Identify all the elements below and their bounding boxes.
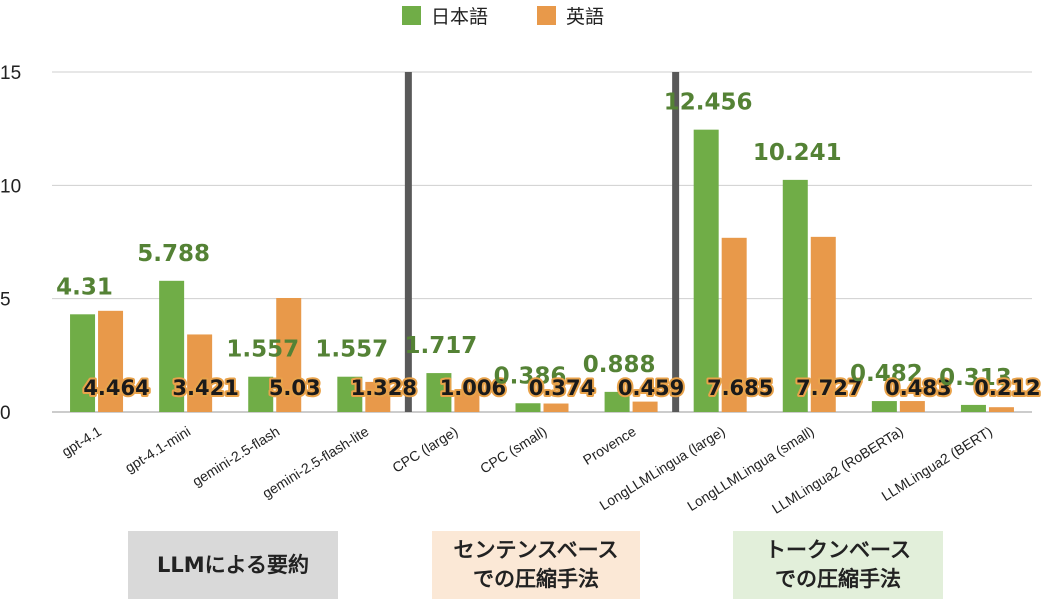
group-label-llm-summary: LLMによる要約 [128, 531, 338, 599]
bar-ja [604, 391, 630, 412]
y-tick-label: 10 [0, 176, 21, 197]
legend-label-en: 英語 [566, 6, 604, 28]
data-label-en: 7.727 [796, 376, 862, 400]
bar-en [721, 237, 747, 412]
data-labels: 4.31 4.464 5.788 3.421 1.557 5.03 1.557 1.328 1.… [56, 90, 1042, 402]
x-tick-label: Provence [580, 423, 639, 468]
bar-en [988, 407, 1014, 412]
data-label-ja: 1.717 [405, 333, 478, 359]
bar-en [187, 334, 213, 412]
data-label-en: 3.421 [172, 376, 238, 400]
data-label-ja: 0.313 [939, 365, 1012, 391]
bar-ja [693, 129, 719, 412]
data-label-ja: 12.456 [664, 90, 753, 116]
bar-ja [871, 401, 897, 412]
bar-ja [70, 314, 96, 412]
bars [70, 129, 1014, 412]
data-label-ja: 0.482 [850, 361, 923, 387]
bar-ja [426, 373, 452, 412]
data-label-en: 0.483 [885, 376, 951, 400]
y-tick-label: 5 [0, 290, 11, 311]
data-label-en: 0.459 [618, 376, 684, 400]
x-tick-label: CPC (small) [477, 423, 549, 477]
legend-swatch-ja [402, 6, 421, 25]
separators [404, 72, 680, 412]
x-tick-label: gpt-4.1 [59, 423, 105, 460]
x-tick-label: gemini-2.5-flash [189, 423, 282, 489]
group-label-sentence-based: センテンスベース での圧縮手法 [432, 531, 640, 599]
data-label-ja: 10.241 [753, 140, 842, 166]
data-label-ja: 0.888 [583, 352, 656, 378]
data-label-en: 1.006 [440, 376, 506, 400]
data-label-en: 0.212 [974, 376, 1040, 400]
data-label-ja: 0.386 [494, 363, 567, 389]
x-tick-label: gpt-4.1-mini [122, 423, 193, 476]
y-tick-label: 15 [0, 63, 21, 84]
y-axis: 0 5 10 15 [0, 63, 21, 424]
legend-label-ja: 日本語 [431, 6, 488, 28]
data-label-en: 5.03 [269, 376, 321, 400]
data-label-en: 7.685 [707, 376, 773, 400]
bar-en [632, 401, 658, 412]
data-label-en: 4.464 [83, 376, 149, 400]
x-tick-label: CPC (large) [389, 423, 460, 476]
data-label-en: 1.328 [351, 376, 417, 400]
data-label-ja: 1.557 [226, 337, 299, 363]
x-axis: gpt-4.1 gpt-4.1-minigemini-2.5-flashgemin… [59, 423, 995, 517]
data-label-ja: 4.31 [56, 274, 113, 300]
y-tick-label: 0 [0, 403, 11, 424]
legend-swatch-en [537, 6, 556, 25]
bar-ja [782, 179, 808, 412]
bar-en [454, 389, 480, 412]
bar-ja [515, 403, 541, 412]
legend: 日本語 英語 [402, 6, 604, 28]
bar-en [543, 403, 569, 412]
bar-ja [337, 376, 363, 412]
bar-ja [960, 404, 986, 412]
bar-en [899, 401, 925, 412]
data-label-ja: 1.557 [315, 337, 388, 363]
bar-en [98, 310, 124, 412]
data-label-en: 0.374 [529, 376, 595, 400]
gridlines [52, 71, 1032, 413]
bar-en [276, 297, 302, 412]
data-label-ja: 5.788 [137, 241, 210, 267]
bar-ja [248, 376, 274, 412]
bar-ja [159, 280, 185, 412]
group-label-token-based: トークンベース での圧縮手法 [733, 531, 943, 599]
bar-en [810, 236, 836, 412]
bar-en [365, 381, 391, 412]
